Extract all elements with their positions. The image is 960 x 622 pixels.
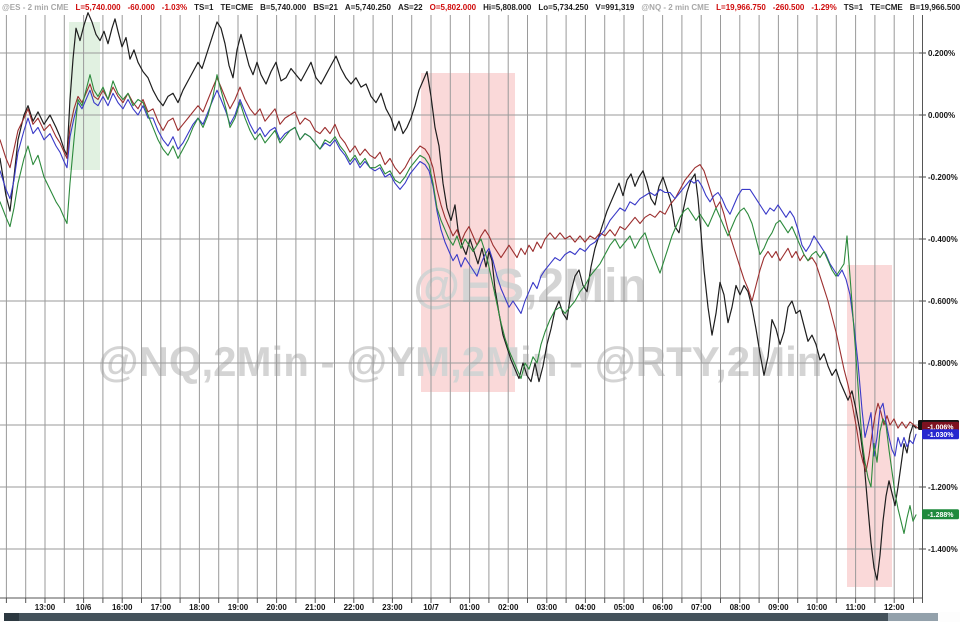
x-axis-labels: 13:00 10/6 16:00 17:00 18:00 19:00 20:00 21:00 2… — [35, 603, 905, 612]
svg-text:13:00: 13:00 — [35, 603, 56, 612]
svg-text:21:00: 21:00 — [305, 603, 326, 612]
svg-text:09:00: 09:00 — [768, 603, 789, 612]
svg-text:03:00: 03:00 — [537, 603, 558, 612]
quote-segment: Hi=5,808.000 — [483, 2, 532, 12]
svg-text:-1.400%: -1.400% — [928, 545, 958, 554]
quote-segment: AS=22 — [397, 2, 423, 12]
svg-text:16:00: 16:00 — [112, 603, 133, 612]
svg-text:08:00: 08:00 — [730, 603, 751, 612]
last-price-flags: -1.006%-1.030% -1.288% — [918, 420, 959, 520]
quote-segment: BS=21 — [313, 2, 338, 12]
svg-text:18:00: 18:00 — [189, 603, 210, 612]
svg-text:@ES,2Min: @ES,2Min — [413, 260, 647, 313]
svg-text:19:00: 19:00 — [228, 603, 249, 612]
scrollbar-left-button[interactable] — [4, 613, 19, 621]
quote-segment: A=5,740.250 — [344, 2, 391, 12]
scrollbar-filled-track[interactable] — [4, 613, 888, 621]
quote-segment: L=19,966.750 — [716, 2, 766, 12]
axis-lines — [0, 15, 923, 603]
quote-segment: L=5,740.000 — [75, 2, 121, 12]
svg-text:-0.800%: -0.800% — [928, 359, 958, 368]
svg-text:06:00: 06:00 — [652, 603, 673, 612]
svg-text:-0.600%: -0.600% — [928, 297, 958, 306]
quote-segment: TS=1 — [843, 2, 864, 12]
quote-segment: @ES - 2 min CME — [2, 2, 69, 12]
svg-text:@NQ,2Min - @YM,2Min - @RTY,2Mi: @NQ,2Min - @YM,2Min - @RTY,2Min — [98, 338, 823, 385]
quote-segment: -1.03% — [161, 2, 188, 12]
grid-lines — [0, 15, 926, 603]
svg-text:-0.400%: -0.400% — [928, 235, 958, 244]
svg-text:20:00: 20:00 — [266, 603, 287, 612]
svg-text:02:00: 02:00 — [498, 603, 519, 612]
svg-text:22:00: 22:00 — [344, 603, 365, 612]
svg-text:10:00: 10:00 — [807, 603, 828, 612]
svg-text:-0.200%: -0.200% — [928, 173, 958, 182]
svg-text:10/6: 10/6 — [76, 603, 92, 612]
quote-segment: -60.000 — [127, 2, 155, 12]
svg-text:12:00: 12:00 — [884, 603, 905, 612]
svg-text:-1.030%: -1.030% — [927, 432, 954, 439]
series-lines — [0, 12, 919, 581]
quote-segment: -1.29% — [811, 2, 837, 12]
svg-text:0.200%: 0.200% — [928, 49, 955, 58]
quote-segment: Lo=5,734.250 — [538, 2, 589, 12]
y-axis-labels: 0.200% 0.000% -0.200% -0.400% -0.600% -0.800%… — [928, 49, 958, 554]
svg-text:04:00: 04:00 — [575, 603, 596, 612]
quote-segment: V=991,319 — [595, 2, 635, 12]
quote-segment: B=19,966.500 — [909, 2, 960, 12]
svg-text:-1.006%: -1.006% — [927, 425, 954, 432]
quote-bar: @ES - 2 min CME L=5,740.000 -60.000 -1.03% T… — [0, 0, 960, 14]
svg-text:0.000%: 0.000% — [928, 111, 955, 120]
svg-text:01:00: 01:00 — [459, 603, 480, 612]
scrollbar-thumb[interactable] — [888, 613, 938, 621]
svg-text:05:00: 05:00 — [614, 603, 635, 612]
svg-text:11:00: 11:00 — [846, 603, 867, 612]
quote-segment: TS=1 — [194, 2, 214, 12]
quote-segment: @NQ - 2 min CME — [641, 2, 710, 12]
svg-text:-1.288%: -1.288% — [927, 512, 954, 519]
svg-text:-1.200%: -1.200% — [928, 483, 958, 492]
quote-segment: TE=CME — [220, 2, 254, 12]
svg-text:23:00: 23:00 — [382, 603, 403, 612]
horizontal-scrollbar[interactable] — [0, 612, 960, 622]
svg-text:07:00: 07:00 — [691, 603, 712, 612]
svg-text:10/7: 10/7 — [423, 603, 439, 612]
quote-segment: TE=CME — [870, 2, 903, 12]
svg-text:17:00: 17:00 — [151, 603, 172, 612]
quote-segment: O=5,802.000 — [429, 2, 477, 12]
quote-segment: -260.500 — [772, 2, 805, 12]
quote-segment: B=5,740.000 — [260, 2, 307, 12]
